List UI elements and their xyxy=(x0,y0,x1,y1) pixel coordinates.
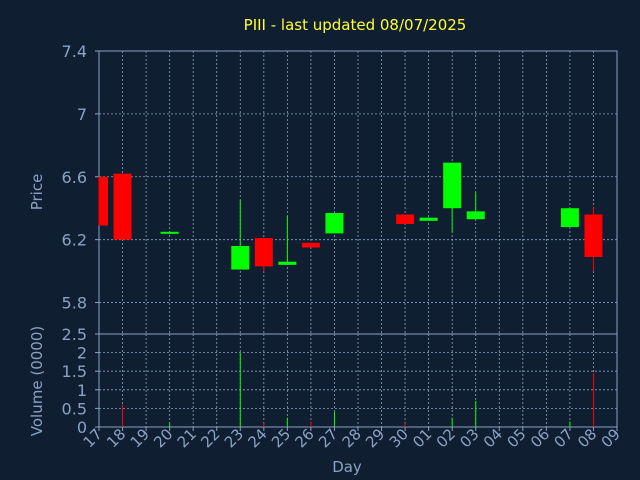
x-tick-label: 05 xyxy=(503,425,529,451)
x-tick-label: 18 xyxy=(103,425,129,451)
price-panel: 7.4 7 6.6 6.2 5.8 xyxy=(62,42,618,335)
x-tick-label: 07 xyxy=(551,425,577,451)
candle-body xyxy=(419,217,438,221)
x-tick-label: 26 xyxy=(292,425,318,451)
x-tick-label: 01 xyxy=(409,425,435,451)
candle-03 xyxy=(466,192,485,220)
candle-body xyxy=(113,173,132,240)
x-tick-label: 20 xyxy=(150,425,176,451)
volume-tick-label: 2.5 xyxy=(62,325,87,344)
candle-body xyxy=(160,231,179,234)
candle-30 xyxy=(396,214,415,224)
candle-02 xyxy=(443,162,462,232)
candle-23 xyxy=(231,200,250,270)
x-tick-label: 25 xyxy=(268,425,294,451)
candle-body xyxy=(560,208,579,228)
price-tick-label: 7 xyxy=(77,105,87,124)
volume-tick-label: 1 xyxy=(77,381,87,400)
candle-body xyxy=(584,214,603,257)
x-tick-label: 27 xyxy=(315,425,341,451)
candle-17 xyxy=(98,176,108,226)
volume-axis-label: Volume (0000) xyxy=(28,326,46,436)
candle-26 xyxy=(301,242,320,248)
price-tick-label: 6.6 xyxy=(62,168,87,187)
volume-tick-label: 0.5 xyxy=(62,399,87,418)
price-tick-label: 6.2 xyxy=(62,231,87,250)
candle-body xyxy=(325,212,344,234)
price-axis-label: Price xyxy=(28,174,46,211)
candle-body xyxy=(301,242,320,248)
candle-07 xyxy=(560,208,579,228)
x-tick-label: 23 xyxy=(221,425,247,451)
candle-body xyxy=(278,261,297,265)
candle-18 xyxy=(113,173,132,240)
x-tick-label: 08 xyxy=(574,425,600,451)
x-tick-label: 22 xyxy=(197,425,223,451)
price-tick-label: 7.4 xyxy=(62,42,87,61)
candle-08 xyxy=(584,206,603,272)
x-tick-label: 30 xyxy=(386,425,412,451)
x-tick-label: 24 xyxy=(244,425,270,451)
x-tick-label: 29 xyxy=(362,425,388,451)
candle-body xyxy=(443,162,462,209)
candle-24 xyxy=(254,238,273,272)
x-tick-label: 02 xyxy=(433,425,459,451)
x-tick-label: 06 xyxy=(527,425,553,451)
candle-body xyxy=(99,176,108,226)
candle-27 xyxy=(325,212,344,234)
candle-20 xyxy=(160,231,179,234)
x-tick-label: 04 xyxy=(480,425,506,451)
price-tick-label: 5.8 xyxy=(62,294,87,313)
candle-25 xyxy=(278,216,297,265)
x-axis-label: Day xyxy=(332,458,362,476)
x-tick-label: 28 xyxy=(339,425,365,451)
candle-01 xyxy=(419,217,438,221)
volume-tick-label: 2 xyxy=(77,344,87,363)
candle-body xyxy=(396,214,415,224)
volume-panel: 1718192021222324252627282930010203040506… xyxy=(62,325,624,451)
volume-tick-label: 1.5 xyxy=(62,362,87,381)
candle-body xyxy=(231,245,250,270)
x-tick-label: 21 xyxy=(174,425,200,451)
volume-tick-label: 0 xyxy=(77,418,87,437)
x-tick-label: 19 xyxy=(127,425,153,451)
x-tick-label: 09 xyxy=(598,425,624,451)
x-tick-label: 03 xyxy=(456,425,482,451)
chart-title: PIII - last updated 08/07/2025 xyxy=(244,16,467,34)
candle-body xyxy=(466,211,485,220)
candle-body xyxy=(254,238,273,267)
